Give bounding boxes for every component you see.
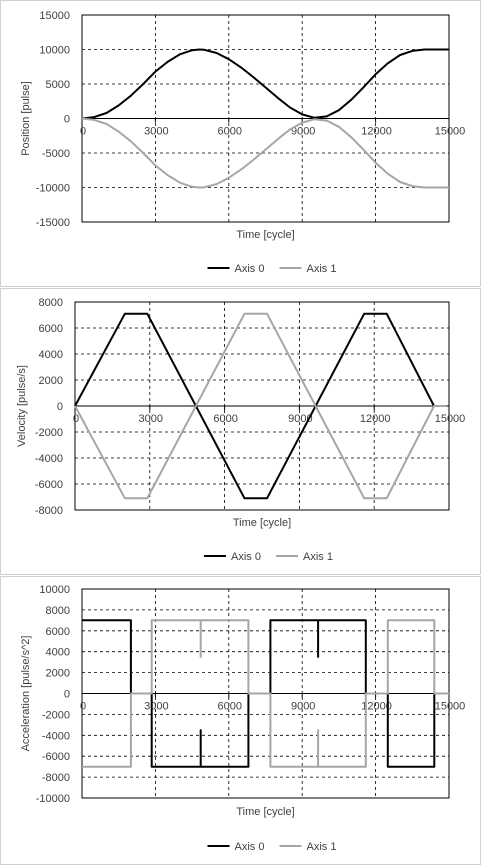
series-line-axis-0 bbox=[74, 312, 447, 500]
y-tick-label: 2000 bbox=[46, 668, 70, 680]
legend-label: Axis 0 bbox=[235, 263, 265, 275]
legend-label: Axis 0 bbox=[231, 551, 261, 563]
series-line-axis-1 bbox=[82, 619, 449, 768]
x-axis-label: Time [cycle] bbox=[236, 806, 294, 818]
acceleration-chart: -10000 -8000 -6000 -4000 -2000 0 2000 4000 6000 8… bbox=[0, 576, 481, 865]
y-tick-label: 4000 bbox=[46, 647, 70, 659]
x-tick-label: 15000 bbox=[435, 413, 466, 425]
y-tick-label: -8000 bbox=[35, 505, 63, 517]
x-tick-label: 9000 bbox=[291, 701, 315, 713]
y-tick-label: -5000 bbox=[42, 148, 70, 160]
velocity-chart: -8000 -6000 -4000 -2000 0 2000 4000 6000 8000 0 30… bbox=[0, 288, 481, 575]
chart-frame bbox=[0, 288, 481, 575]
x-tick-label: 0 bbox=[80, 126, 86, 138]
x-axis-label: Time [cycle] bbox=[233, 517, 291, 529]
x-tick-label: 0 bbox=[73, 413, 79, 425]
acceleration-chart-panel: -10000 -8000 -6000 -4000 -2000 0 2000 4000 6000 8… bbox=[0, 576, 481, 865]
y-tick-label: 5000 bbox=[46, 79, 70, 91]
y-tick-label: -4000 bbox=[42, 730, 70, 742]
y-tick-label: 4000 bbox=[39, 349, 63, 361]
x-tick-label: 6000 bbox=[218, 701, 242, 713]
y-tick-label: -4000 bbox=[35, 453, 63, 465]
x-tick-label: 0 bbox=[80, 701, 86, 713]
series-line-axis-0 bbox=[82, 619, 449, 768]
y-tick-label: 6000 bbox=[46, 626, 70, 638]
velocity-chart-panel: -8000 -6000 -4000 -2000 0 2000 4000 6000 8000 0 30… bbox=[0, 288, 481, 575]
y-tick-label: 0 bbox=[64, 689, 70, 701]
y-tick-label: 15000 bbox=[39, 10, 70, 22]
legend-label: Axis 1 bbox=[307, 841, 337, 853]
x-axis-label: Time [cycle] bbox=[236, 229, 294, 241]
y-tick-label: -6000 bbox=[35, 479, 63, 491]
series-line-axis-0 bbox=[81, 48, 449, 120]
x-tick-label: 6000 bbox=[213, 413, 237, 425]
y-tick-label: 2000 bbox=[39, 375, 63, 387]
x-tick-label: 3000 bbox=[144, 701, 168, 713]
x-tick-label: 12000 bbox=[361, 126, 392, 138]
x-tick-label: 3000 bbox=[139, 413, 163, 425]
x-tick-label: 6000 bbox=[218, 126, 242, 138]
y-tick-label: -2000 bbox=[42, 709, 70, 721]
chart-frame bbox=[0, 0, 481, 287]
x-tick-label: 15000 bbox=[435, 126, 466, 138]
legend-label: Axis 1 bbox=[303, 551, 333, 563]
y-tick-label: -6000 bbox=[42, 751, 70, 763]
y-tick-label: 8000 bbox=[46, 605, 70, 617]
y-axis-label: Velocity [pulse/s] bbox=[16, 365, 28, 447]
x-tick-label: 9000 bbox=[291, 126, 315, 138]
chart-frame bbox=[0, 576, 481, 865]
position-chart: -15000 -10000 -5000 0 5000 10000 15000 0 3000 600… bbox=[0, 0, 481, 287]
legend-label: Axis 0 bbox=[235, 841, 265, 853]
y-tick-label: -15000 bbox=[36, 217, 70, 229]
y-tick-label: 0 bbox=[57, 401, 63, 413]
x-tick-label: 12000 bbox=[360, 413, 391, 425]
y-tick-label: 6000 bbox=[39, 323, 63, 335]
y-tick-label: 10000 bbox=[39, 584, 70, 596]
position-chart-panel: -15000 -10000 -5000 0 5000 10000 15000 0 3000 600… bbox=[0, 0, 481, 287]
y-axis-label: Acceleration [pulse/s^2] bbox=[20, 636, 32, 752]
x-tick-label: 15000 bbox=[435, 701, 466, 713]
y-axis-label: Position [pulse] bbox=[20, 81, 32, 156]
y-tick-label: -10000 bbox=[36, 793, 70, 805]
y-tick-label: 0 bbox=[64, 114, 70, 126]
series-line-axis-1 bbox=[74, 312, 447, 500]
y-tick-label: 10000 bbox=[39, 45, 70, 57]
y-tick-label: -10000 bbox=[36, 183, 70, 195]
series-line-axis-1 bbox=[81, 117, 449, 189]
x-tick-label: 3000 bbox=[144, 126, 168, 138]
legend-label: Axis 1 bbox=[307, 263, 337, 275]
y-tick-label: -2000 bbox=[35, 427, 63, 439]
y-tick-label: -8000 bbox=[42, 772, 70, 784]
x-tick-label: 12000 bbox=[361, 701, 392, 713]
y-tick-label: 8000 bbox=[39, 297, 63, 309]
